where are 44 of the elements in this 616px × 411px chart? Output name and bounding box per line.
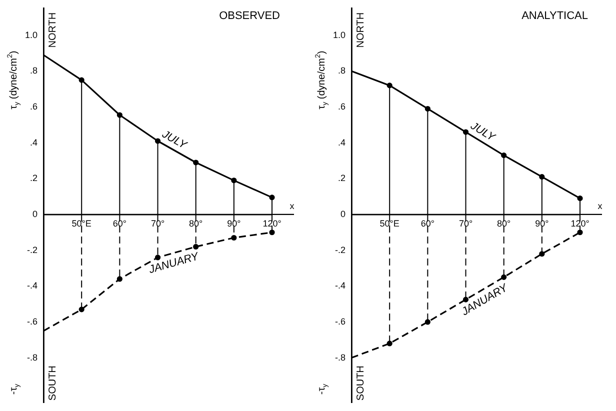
annotation: NORTH	[47, 12, 58, 48]
annotation: NORTH	[355, 12, 366, 48]
y-tick-label: .8	[338, 66, 346, 76]
y-tick-label: -.2	[334, 244, 346, 255]
chart-title: OBSERVED	[219, 10, 280, 22]
y-tick-label: 1.0	[24, 30, 38, 40]
x-tick-label: 70°	[458, 218, 473, 228]
x-tick-label: 50°E	[380, 218, 400, 228]
x-axis-title: x	[290, 200, 295, 211]
y-tick-label: -.4	[26, 280, 38, 291]
y-tick-label: .2	[30, 173, 38, 184]
y-tick-label: -.8	[26, 352, 38, 362]
point	[269, 230, 275, 236]
x-axis-title: x	[598, 200, 603, 211]
annotation: SOUTH	[355, 366, 366, 401]
y-tick-label: .4	[30, 137, 38, 148]
y-tick-label: .2	[338, 173, 346, 184]
y-tick-label: -.4	[334, 280, 346, 291]
text: JULY	[159, 128, 190, 152]
x-tick-label: 120°	[570, 218, 590, 228]
x-tick-label: 60°	[112, 218, 127, 228]
point	[193, 244, 199, 250]
y-tick-label: .6	[338, 101, 346, 112]
x-tick-label: 70°	[150, 218, 165, 228]
x-tick-label: 120°	[262, 218, 282, 228]
y-tick-label: .4	[338, 137, 346, 148]
y-tick-label: -.2	[26, 244, 38, 255]
x-tick-label: 80°	[189, 218, 204, 228]
annotation: SOUTH	[47, 366, 58, 401]
y-tick-label: 0	[340, 208, 346, 219]
x-tick-label: 80°	[497, 218, 512, 228]
y-tick-label: .8	[30, 66, 38, 76]
chart-title: ANALYTICAL	[522, 10, 588, 22]
y-tick-label: -.6	[26, 316, 38, 326]
y-tick-label: 1.0	[332, 30, 346, 40]
y-tick-label: -.8	[334, 352, 346, 362]
y-tick-label: 0	[32, 208, 38, 219]
y-tick-label: .6	[30, 101, 38, 112]
y-tick-label: -.6	[334, 316, 346, 326]
text: JULY	[468, 119, 498, 144]
x-tick-label: 90°	[535, 218, 550, 228]
x-tick-label: 50°E	[72, 218, 92, 228]
x-tick-label: 60°	[420, 218, 435, 228]
x-tick-label: 90°	[227, 218, 242, 228]
